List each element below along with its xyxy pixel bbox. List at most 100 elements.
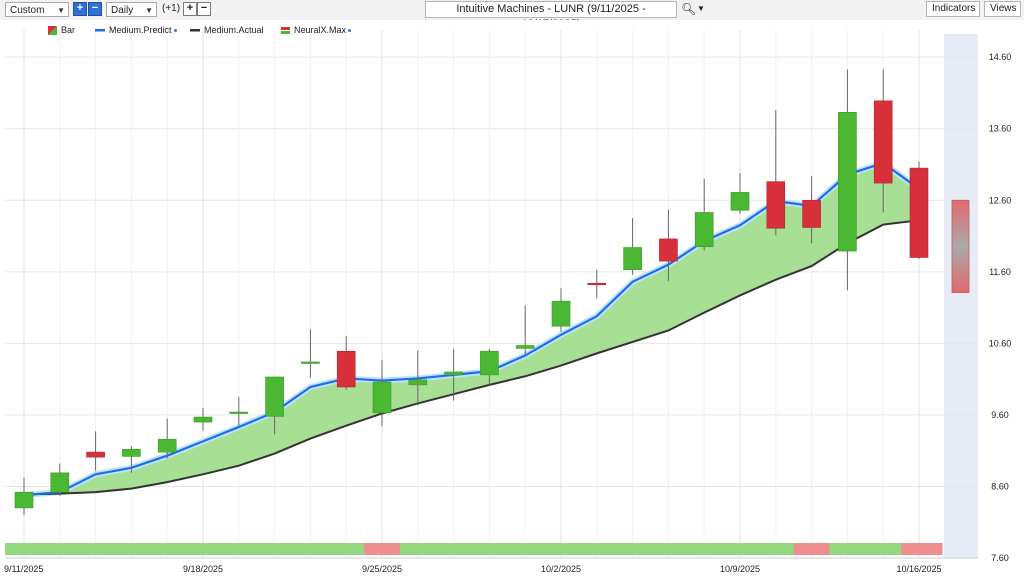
candle-body — [587, 282, 607, 286]
zoom-out-button[interactable]: − — [88, 2, 102, 16]
signal-cell — [435, 543, 472, 555]
candle-body — [50, 472, 70, 493]
toolbar: Custom ▼ + − Daily ▼ (+1) + − Intuitive … — [0, 0, 1024, 30]
signal-cell — [220, 543, 258, 555]
signal-cell — [543, 543, 580, 555]
legend-neuralx-max: NeuralX.Max — [281, 25, 352, 35]
candle-body — [873, 100, 893, 184]
candle — [408, 350, 428, 406]
signal-cell — [901, 543, 943, 555]
neuralx-forecast-box — [951, 199, 970, 293]
candle-body — [301, 361, 320, 364]
chevron-down-icon: ▼ — [145, 6, 153, 15]
signal-cell — [328, 543, 365, 555]
signal-cell — [364, 543, 401, 555]
signal-cell — [757, 543, 795, 555]
y-tick-label: 12.60 — [989, 195, 1012, 205]
signal-cell — [77, 543, 114, 555]
settings-dot-icon[interactable] — [348, 29, 352, 33]
legend-medium-actual-label: Medium.Actual — [204, 25, 264, 35]
candle-body — [838, 111, 857, 252]
signal-cell — [686, 543, 723, 555]
candle — [873, 69, 893, 213]
chevron-down-icon[interactable]: ▼ — [697, 4, 705, 13]
candle-body — [86, 451, 105, 458]
search-icon[interactable]: 🔍︎ — [681, 2, 697, 16]
candle — [480, 349, 499, 386]
minus-icon: − — [200, 2, 208, 14]
offset-decrease-button[interactable]: − — [197, 2, 211, 16]
x-tick-label: 9/25/2025 — [362, 564, 402, 574]
y-tick-label: 11.60 — [989, 267, 1011, 277]
price-chart[interactable]: 7.60 8.60 9.60 10.60 11.60 12.60 13.60 14.60 9/… — [0, 20, 1024, 585]
candle — [730, 173, 750, 214]
offset-increase-button[interactable]: + — [183, 2, 197, 16]
y-axis: 7.60 8.60 9.60 10.60 11.60 12.60 13.60 14.60 — [989, 52, 1012, 563]
candle — [265, 376, 284, 435]
signal-cell — [829, 543, 866, 555]
bar-icon — [48, 26, 57, 36]
minus-icon: − — [91, 2, 99, 14]
signal-strip — [5, 543, 943, 555]
candle — [157, 418, 177, 459]
candle — [694, 178, 714, 251]
candle — [515, 305, 535, 355]
legend-medium-predict-label: Medium.Predict — [109, 25, 172, 35]
zoom-in-button[interactable]: + — [73, 2, 87, 16]
candle — [838, 69, 857, 291]
black-line-icon — [190, 28, 200, 32]
interval-select[interactable]: Daily ▼ — [106, 2, 157, 17]
x-tick-label: 9/11/2025 — [4, 564, 43, 574]
legend-bar-label: Bar — [61, 25, 76, 35]
plus-icon: + — [76, 2, 84, 14]
candle-body — [623, 247, 642, 270]
blue-line-icon — [95, 28, 105, 32]
candle-body — [122, 448, 141, 457]
candle-body — [551, 300, 571, 327]
settings-dot-icon[interactable] — [173, 29, 177, 33]
neuralx-icon — [281, 26, 290, 34]
y-tick-label: 14.60 — [989, 52, 1012, 62]
candle-body — [229, 411, 249, 414]
x-tick-label: 10/9/2025 — [720, 564, 760, 574]
symbol-title-field[interactable]: Intuitive Machines - LUNR (9/11/2025 - 1… — [425, 1, 677, 30]
candle-body — [730, 192, 750, 211]
legend-neuralx-max-label: NeuralX.Max — [294, 25, 347, 35]
chevron-down-icon: ▼ — [57, 6, 65, 15]
y-tick-label: 9.60 — [991, 410, 1009, 420]
signal-cell — [149, 543, 186, 555]
views-button[interactable]: Views ▼ — [984, 1, 1021, 27]
medium-actual-line — [23, 219, 920, 496]
y-tick-label: 7.60 — [991, 553, 1009, 563]
candle — [623, 218, 642, 275]
signal-cell — [578, 543, 616, 555]
candle — [802, 175, 821, 244]
interval-select-value: Daily — [111, 5, 134, 16]
y-tick-label: 10.60 — [989, 338, 1012, 348]
signal-cell — [865, 543, 902, 555]
prediction-band — [24, 163, 919, 496]
signal-cell — [471, 543, 508, 555]
signal-cell — [793, 543, 830, 555]
candle-body — [444, 371, 463, 376]
candle — [229, 397, 249, 426]
signal-cell — [722, 543, 759, 555]
x-axis: 9/11/2025 9/18/2025 9/25/2025 10/2/2025 10/9… — [4, 557, 978, 574]
candle-body — [515, 345, 535, 349]
candle-body — [802, 199, 821, 228]
candle-body — [336, 350, 356, 388]
signal-cell — [5, 543, 43, 555]
signal-cell — [113, 543, 150, 555]
legend-medium-predict: Medium.Predict — [95, 25, 177, 35]
offset-label: (+1) — [162, 3, 181, 14]
candle — [551, 288, 571, 332]
indicators-button[interactable]: Indicators ▼ — [926, 1, 980, 27]
candle — [14, 477, 34, 516]
candle-body — [909, 167, 929, 258]
candle-body — [157, 438, 177, 453]
signal-cell — [41, 543, 79, 555]
x-tick-label: 10/16/2025 — [896, 564, 941, 574]
candle-body — [659, 238, 678, 262]
candle — [766, 110, 786, 236]
range-select[interactable]: Custom ▼ — [5, 2, 69, 17]
